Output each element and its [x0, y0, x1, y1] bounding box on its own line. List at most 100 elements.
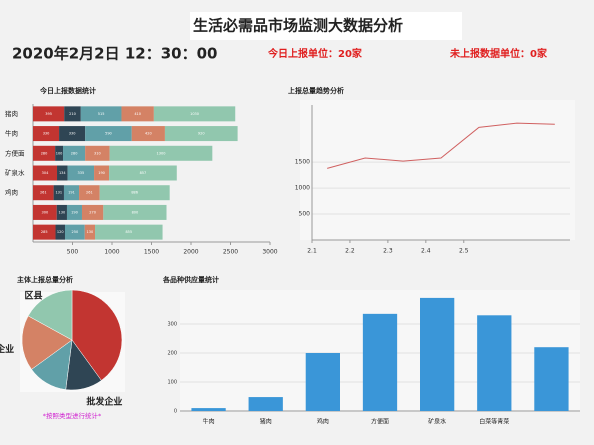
- data-label: 395: [45, 112, 52, 116]
- data-label: 210: [69, 112, 76, 116]
- bar-segment: [57, 165, 68, 181]
- x-tick-label: 矿泉水: [428, 418, 446, 426]
- chart-title: 各品种供应量统计: [162, 275, 219, 284]
- bar: [248, 397, 283, 411]
- data-label: 855: [125, 230, 132, 234]
- x-tick-label: 牛肉: [203, 418, 215, 426]
- bar: [362, 313, 398, 411]
- y-tick-label: 猪肉: [5, 109, 18, 118]
- bar-segment: [53, 185, 64, 201]
- datetime: 2020年2月2日 12：30：00: [12, 45, 217, 63]
- x-tick-label: 猪肉: [260, 418, 272, 426]
- pie-slice: [27, 289, 73, 341]
- y-tick-label: 牛肉: [5, 129, 18, 138]
- bar-segment: [121, 106, 154, 122]
- y-tick-label: 200: [167, 351, 177, 357]
- data-label: 134: [59, 171, 66, 175]
- bar-segment: [63, 185, 80, 201]
- pie-label: 批发企业: [86, 396, 122, 408]
- bar-segment: [85, 145, 110, 161]
- data-label: 590: [105, 132, 112, 136]
- pie-label: 零售企业: [0, 343, 14, 355]
- x-tick-label: 2.1: [307, 248, 317, 255]
- x-tick-label: 2.4: [421, 248, 431, 255]
- chart-title: 主体上报总量分析: [17, 275, 73, 284]
- data-label: 190: [98, 171, 105, 175]
- data-label: 410: [134, 112, 141, 116]
- data-label: 515: [98, 112, 105, 116]
- y-tick-label: 0: [174, 409, 177, 415]
- bar-segment: [99, 185, 170, 201]
- pie-label: 区县: [24, 291, 42, 302]
- data-label: 280: [71, 151, 78, 155]
- bar-segment: [94, 165, 110, 181]
- y-tick-label: 方便面: [5, 148, 25, 157]
- bar-segment: [164, 126, 238, 142]
- y-tick-label: 鸡肉: [5, 188, 18, 197]
- data-label: 300: [42, 210, 49, 214]
- bar-segment: [109, 165, 177, 181]
- bar-segment: [109, 145, 213, 161]
- bar-segment: [84, 224, 96, 240]
- data-label: 131: [55, 191, 62, 195]
- bar-segment: [67, 165, 95, 181]
- bar: [191, 408, 226, 411]
- bar: [420, 297, 455, 411]
- data-label: 190: [71, 210, 78, 214]
- y-tick-label: 1000: [295, 185, 310, 192]
- data-label: 191: [68, 191, 75, 195]
- bar-segment: [81, 204, 104, 220]
- x-tick-label: 2000: [183, 249, 198, 256]
- bar-segment: [33, 224, 56, 240]
- bar-segment: [33, 165, 58, 181]
- bar: [477, 315, 512, 411]
- bar-segment: [85, 126, 132, 142]
- data-label: 261: [86, 191, 93, 195]
- bar-segment: [64, 106, 81, 122]
- bar: [534, 347, 569, 411]
- x-tick-label: 1500: [144, 249, 159, 256]
- bar-segment: [131, 126, 165, 142]
- bar-segment: [33, 204, 57, 220]
- bar-segment: [59, 126, 86, 142]
- x-tick-label: 1000: [104, 249, 119, 256]
- bar-segment: [55, 145, 64, 161]
- x-tick-label: 2.2: [345, 248, 355, 255]
- pie-slice: [71, 289, 123, 381]
- x-tick-label: 2.5: [459, 248, 469, 255]
- data-label: 920: [198, 132, 205, 136]
- data-label: 420: [145, 132, 152, 136]
- x-tick-label: 2500: [223, 249, 238, 256]
- bar-segment: [103, 204, 167, 220]
- data-label: 285: [41, 230, 48, 234]
- title-box: [190, 12, 462, 40]
- bar-segment: [153, 106, 236, 122]
- data-label: 330: [69, 132, 76, 136]
- bar-segment: [33, 145, 56, 161]
- bar-segment: [79, 185, 100, 201]
- data-label: 130: [58, 210, 65, 214]
- y-tick-label: 100: [167, 380, 177, 386]
- y-tick-label: 300: [167, 322, 177, 328]
- line-plot-bg: [300, 100, 575, 240]
- unreported: 未上报数据单位：0家: [449, 47, 548, 60]
- data-label: 857: [140, 171, 147, 175]
- chart-title: 上报总量趋势分析: [288, 86, 344, 95]
- bar-segment: [55, 224, 65, 240]
- pie-slice: [21, 315, 73, 370]
- data-label: 250: [72, 230, 79, 234]
- data-label: 1030: [190, 112, 199, 116]
- x-tick-label: 500: [67, 249, 79, 256]
- bar-segment: [80, 106, 122, 122]
- data-label: 1300: [157, 151, 166, 155]
- data-label: 304: [42, 171, 49, 175]
- x-tick-label: 鸡肉: [317, 418, 329, 426]
- bar-segment: [63, 145, 86, 161]
- line-series: [327, 122, 555, 169]
- data-label: 130: [87, 230, 94, 234]
- bar: [305, 353, 340, 411]
- x-tick-label: 3000: [262, 249, 277, 256]
- data-label: 270: [89, 210, 96, 214]
